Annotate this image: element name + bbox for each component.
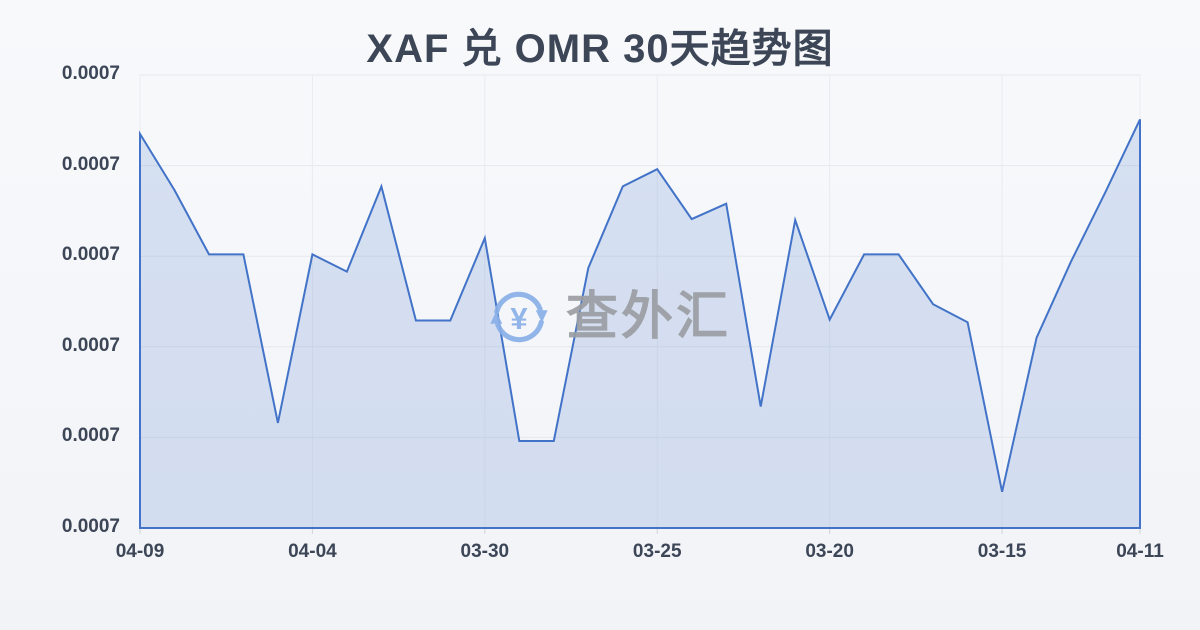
watermark-text: 查外汇 — [566, 288, 732, 346]
chart-title: XAF 兑 OMR 30天趋势图 — [366, 27, 834, 71]
currency-exchange-refresh-icon: ¥ — [490, 291, 548, 343]
trend-area-series — [139, 118, 1141, 529]
watermark: ¥ 查外汇 — [486, 284, 731, 350]
svg-text:¥: ¥ — [510, 301, 528, 336]
